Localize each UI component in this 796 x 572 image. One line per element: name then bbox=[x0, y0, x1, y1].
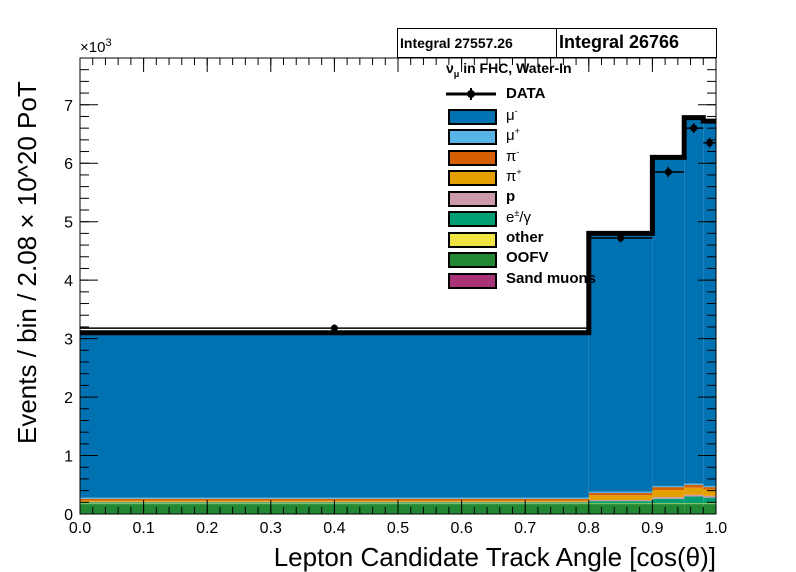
bar---4 bbox=[703, 487, 716, 490]
legend-swatch bbox=[448, 190, 497, 207]
bar-other-2 bbox=[652, 503, 685, 505]
x-tick-label: 0.4 bbox=[323, 520, 345, 537]
x-tick-label: 0.5 bbox=[387, 520, 409, 537]
bar---4 bbox=[703, 485, 716, 488]
data-point-3 bbox=[690, 124, 698, 132]
legend-swatch bbox=[448, 272, 497, 289]
bar---4 bbox=[703, 489, 716, 496]
legend-title: νμ in FHC, Water-In bbox=[446, 60, 572, 79]
legend-swatch bbox=[448, 108, 497, 125]
legend-label: π+ bbox=[506, 167, 522, 185]
bar---2 bbox=[652, 485, 685, 488]
bar---1 bbox=[588, 492, 653, 496]
y-tick-label: 5 bbox=[64, 215, 73, 232]
bar-oofv-3 bbox=[684, 504, 704, 514]
bar---1 bbox=[588, 495, 653, 500]
x-tick-label: 0.6 bbox=[450, 520, 472, 537]
legend-swatch bbox=[448, 170, 497, 186]
legend-label: other bbox=[506, 228, 544, 246]
x-axis-title: Lepton Candidate Track Angle [cos(θ)] bbox=[274, 542, 716, 572]
legend-swatch bbox=[448, 149, 497, 166]
x-tick-label: 0.0 bbox=[69, 520, 91, 537]
legend-label: e±/γ bbox=[506, 208, 531, 226]
legend-swatch bbox=[448, 231, 497, 248]
bar-other-4 bbox=[703, 503, 716, 505]
legend-label: Sand muons bbox=[506, 269, 597, 287]
y-tick-label: 4 bbox=[64, 273, 73, 290]
y-tick-label: 6 bbox=[64, 156, 73, 173]
integral-box-data: Integral 27557.26 bbox=[397, 28, 557, 58]
bar-oofv-4 bbox=[703, 504, 716, 514]
x-tick-label: 0.1 bbox=[132, 520, 154, 537]
bar-p-4 bbox=[703, 495, 716, 498]
bar---2 bbox=[652, 157, 685, 486]
bar---1 bbox=[588, 233, 653, 492]
legend-swatch bbox=[448, 129, 497, 145]
y-multiplier-label: ×103 bbox=[80, 37, 112, 56]
legend-label: p bbox=[506, 187, 516, 205]
mc-total-line bbox=[80, 115, 716, 336]
integral-box-mc: Integral 26766 bbox=[556, 28, 717, 58]
bar---1 bbox=[588, 491, 653, 493]
y-tick-label: 2 bbox=[64, 390, 73, 407]
x-tick-label: 0.7 bbox=[514, 520, 536, 537]
bar-p-2 bbox=[652, 497, 685, 499]
bar-p-1 bbox=[588, 499, 653, 502]
mc-total-outline bbox=[80, 115, 716, 336]
y-tick-label: 7 bbox=[64, 98, 73, 115]
data-point-0 bbox=[330, 324, 338, 332]
y-tick-label: 3 bbox=[64, 332, 73, 349]
bar-e--3 bbox=[684, 496, 704, 504]
legend-label: μ+ bbox=[506, 126, 520, 144]
data-point-2 bbox=[664, 168, 672, 176]
bar---3 bbox=[684, 117, 704, 484]
bar---0 bbox=[80, 332, 589, 498]
x-tick-label: 0.9 bbox=[641, 520, 663, 537]
bar---0 bbox=[80, 497, 589, 499]
y-tick-label: 0 bbox=[64, 507, 73, 524]
bar-other-3 bbox=[684, 503, 704, 505]
data-point-4 bbox=[706, 139, 714, 147]
bar-e--2 bbox=[652, 498, 685, 504]
stacked-bars bbox=[80, 117, 716, 514]
bar-oofv-1 bbox=[588, 504, 653, 514]
data-points bbox=[80, 123, 716, 332]
bar-oofv-2 bbox=[652, 504, 685, 514]
x-tick-label: 0.3 bbox=[260, 520, 282, 537]
bar---3 bbox=[684, 483, 704, 485]
bar-e--1 bbox=[588, 501, 653, 504]
x-tick-label: 0.8 bbox=[578, 520, 600, 537]
bar---0 bbox=[80, 498, 589, 501]
x-tick-label: 0.2 bbox=[196, 520, 218, 537]
bar-e--4 bbox=[703, 497, 716, 504]
legend-label: π- bbox=[506, 146, 520, 165]
y-axis-title: Events / bin / 2.08 × 10^20 PoT bbox=[12, 81, 42, 444]
legend-label: DATA bbox=[506, 85, 546, 102]
bar---3 bbox=[684, 487, 704, 495]
legend-label: OOFV bbox=[506, 249, 549, 266]
legend-swatch bbox=[448, 211, 497, 227]
x-tick-label: 1.0 bbox=[705, 520, 727, 537]
legend-label: μ- bbox=[506, 105, 518, 124]
bar---4 bbox=[703, 122, 716, 486]
bar---3 bbox=[684, 484, 704, 488]
bar---2 bbox=[652, 490, 685, 498]
bar---2 bbox=[652, 487, 685, 491]
legend-data-marker bbox=[446, 86, 496, 104]
axes: 0.0 0.1 0.2 0.3 0.4 0.5 0.6 0.7 0.8 0.9 1.0 0 1 2 3 4 5 6… bbox=[64, 57, 727, 537]
legend-swatch bbox=[448, 252, 497, 268]
data-point-1 bbox=[617, 234, 625, 242]
y-tick-label: 1 bbox=[64, 449, 73, 466]
bar-other-1 bbox=[588, 503, 653, 505]
bar-p-3 bbox=[684, 494, 704, 497]
